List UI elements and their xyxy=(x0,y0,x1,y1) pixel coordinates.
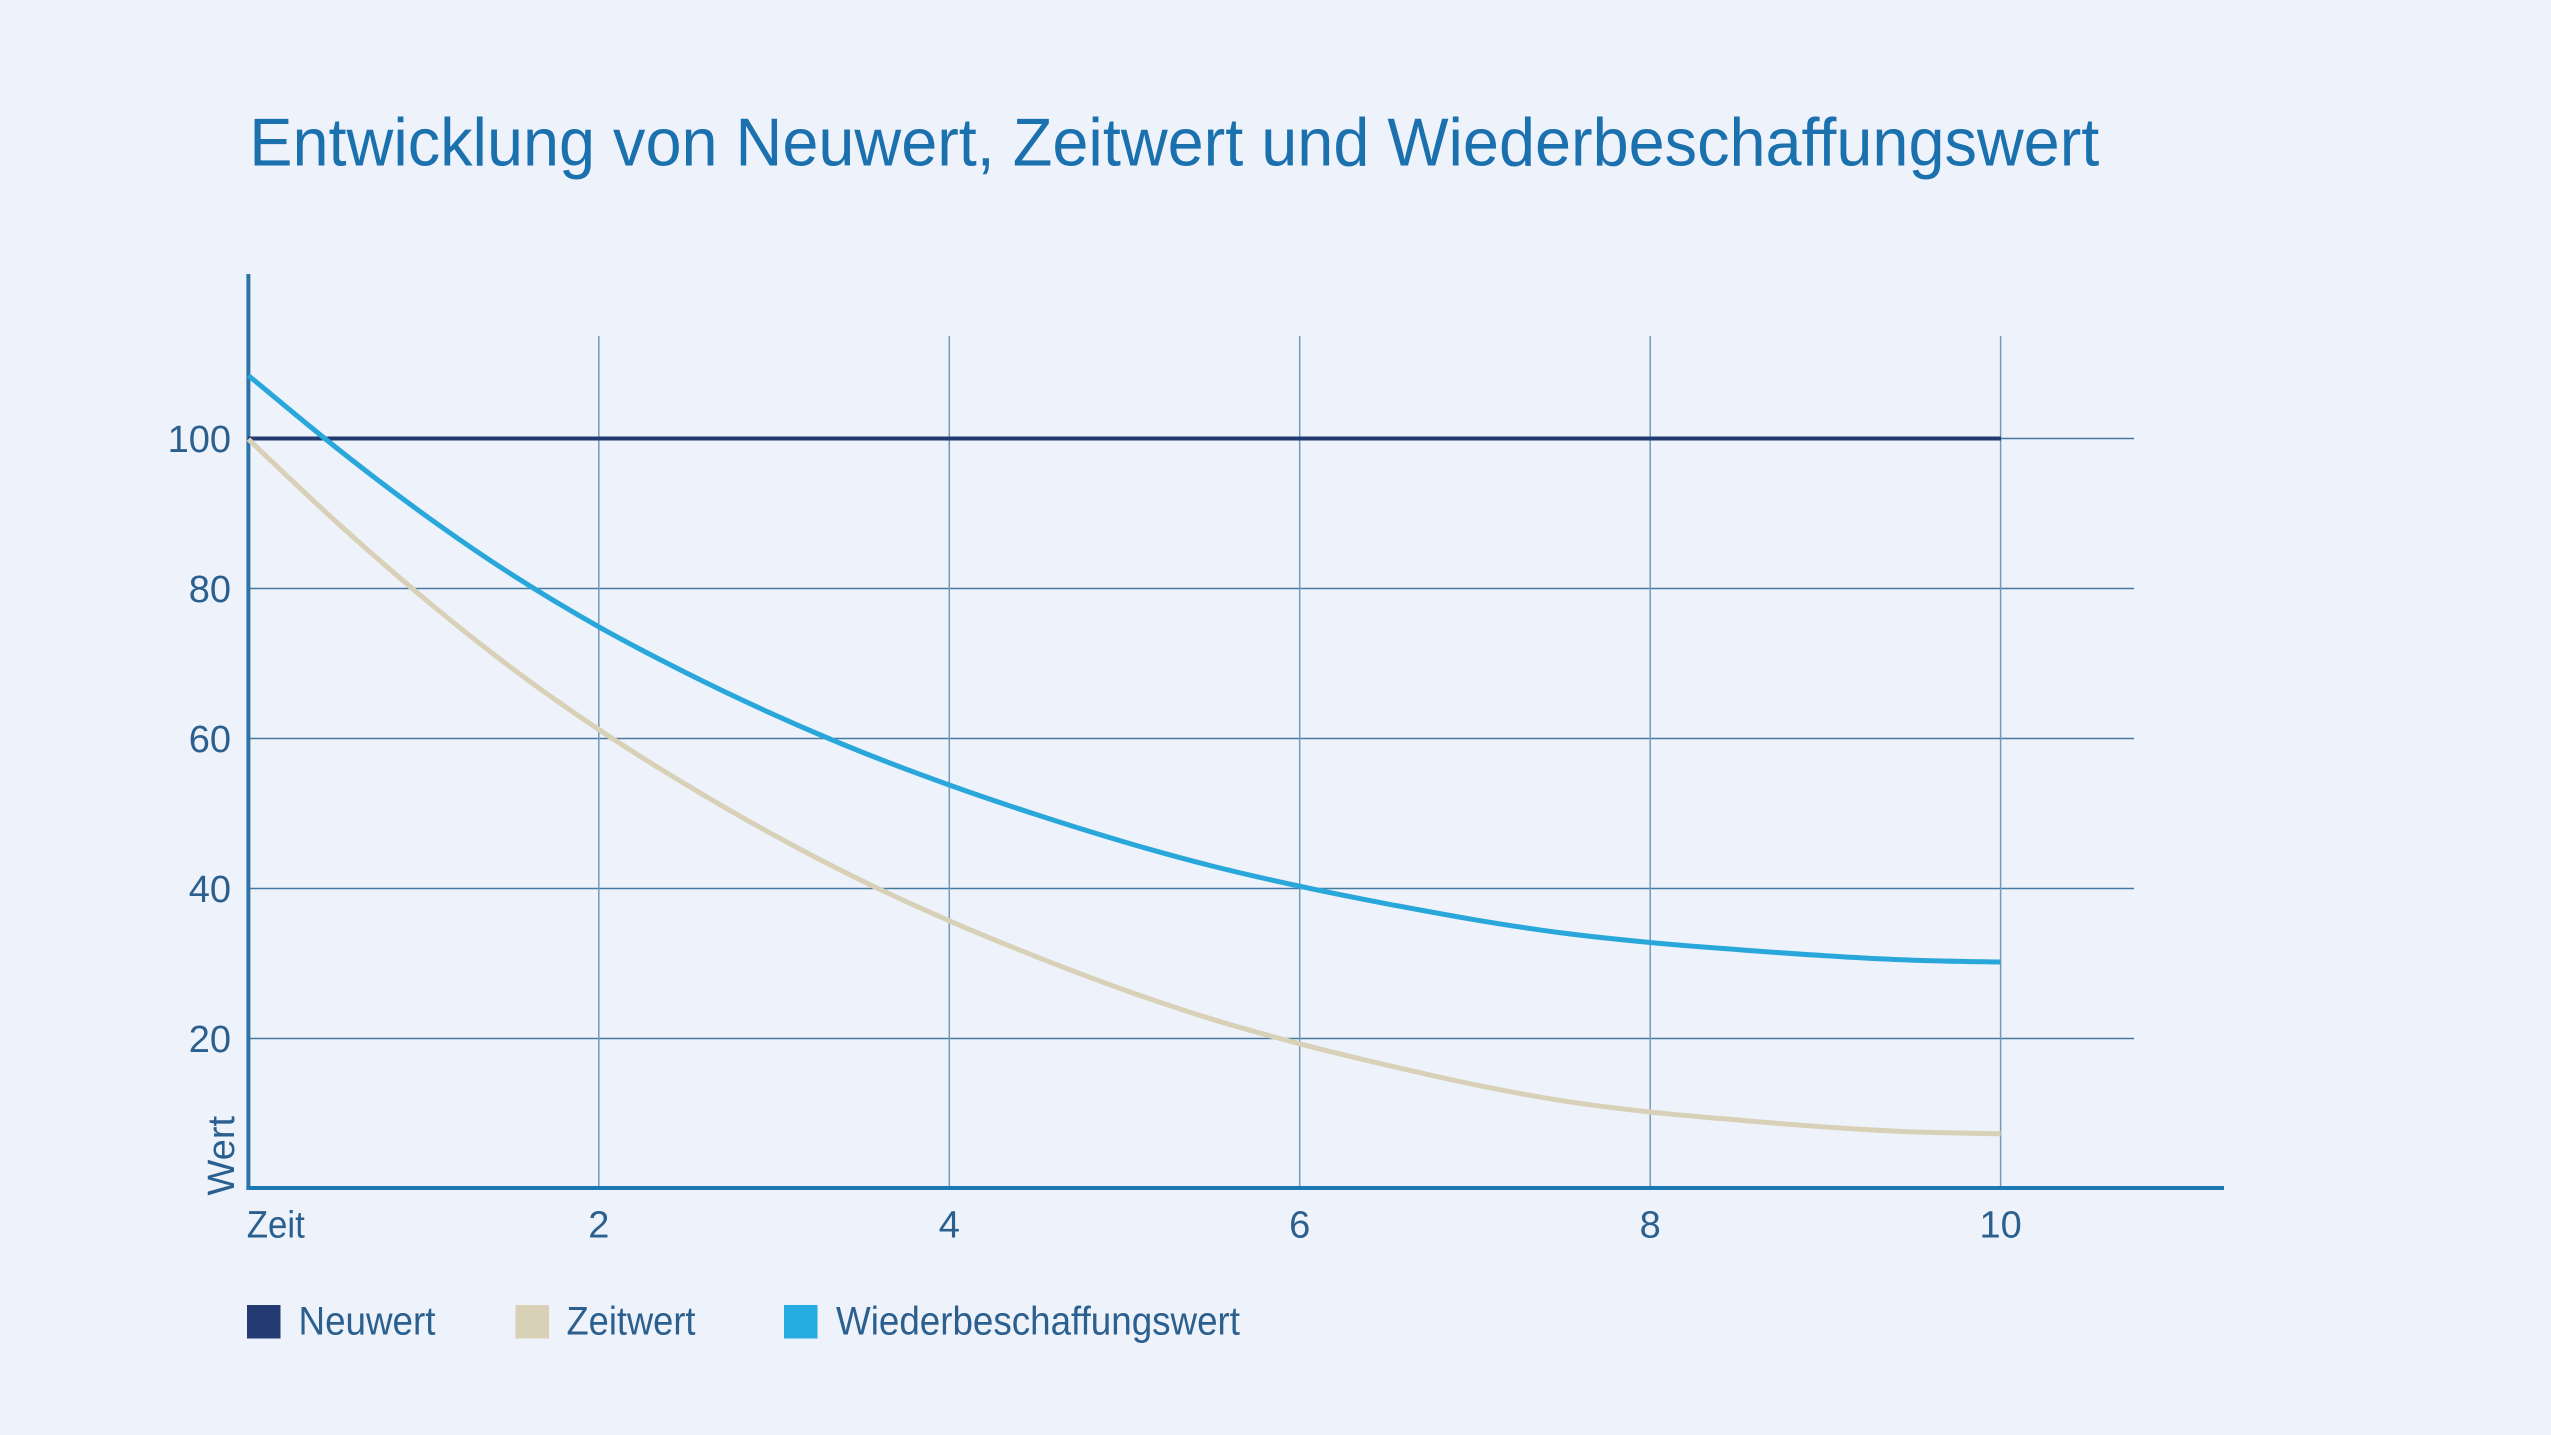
svg-text:2: 2 xyxy=(588,1205,609,1247)
svg-text:10: 10 xyxy=(1979,1205,2021,1247)
svg-text:Entwicklung von Neuwert, Zeitw: Entwicklung von Neuwert, Zeitwert und Wi… xyxy=(249,104,2099,180)
svg-text:Wert: Wert xyxy=(201,1116,243,1196)
svg-text:Neuwert: Neuwert xyxy=(299,1300,436,1344)
svg-text:Wiederbeschaffungswert: Wiederbeschaffungswert xyxy=(836,1300,1240,1344)
svg-text:80: 80 xyxy=(189,569,231,611)
svg-text:6: 6 xyxy=(1289,1205,1310,1247)
svg-text:Zeit: Zeit xyxy=(247,1205,305,1247)
svg-text:4: 4 xyxy=(939,1205,960,1247)
svg-text:8: 8 xyxy=(1640,1205,1661,1247)
svg-text:Zeitwert: Zeitwert xyxy=(567,1300,696,1344)
svg-text:40: 40 xyxy=(189,869,231,911)
svg-text:100: 100 xyxy=(168,419,231,461)
svg-text:60: 60 xyxy=(189,719,231,761)
svg-text:20: 20 xyxy=(189,1019,231,1061)
